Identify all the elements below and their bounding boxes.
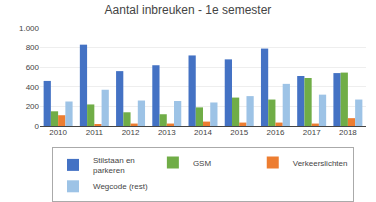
svg-text:Wegcode (rest): Wegcode (rest) xyxy=(93,182,148,191)
svg-text:2014: 2014 xyxy=(194,128,212,137)
svg-text:2017: 2017 xyxy=(303,128,321,137)
svg-text:2011: 2011 xyxy=(86,128,104,137)
svg-text:2010: 2010 xyxy=(49,128,67,137)
svg-text:Stilstaan enparkeren: Stilstaan enparkeren xyxy=(93,156,135,175)
svg-text:2018: 2018 xyxy=(339,128,357,137)
svg-text:GSM: GSM xyxy=(193,159,212,168)
svg-text:2015: 2015 xyxy=(230,128,248,137)
svg-text:1.000: 1.000 xyxy=(19,24,40,33)
svg-text:200: 200 xyxy=(26,102,40,111)
svg-text:Verkeerslichten: Verkeerslichten xyxy=(293,159,348,168)
svg-text:600: 600 xyxy=(26,63,40,72)
svg-text:0: 0 xyxy=(35,122,40,131)
svg-text:800: 800 xyxy=(26,43,40,52)
svg-text:2012: 2012 xyxy=(122,128,140,137)
svg-text:Aantal inbreuken - 1e semester: Aantal inbreuken - 1e semester xyxy=(105,3,272,17)
svg-text:2013: 2013 xyxy=(158,128,176,137)
svg-text:400: 400 xyxy=(26,83,40,92)
svg-text:2016: 2016 xyxy=(267,128,285,137)
